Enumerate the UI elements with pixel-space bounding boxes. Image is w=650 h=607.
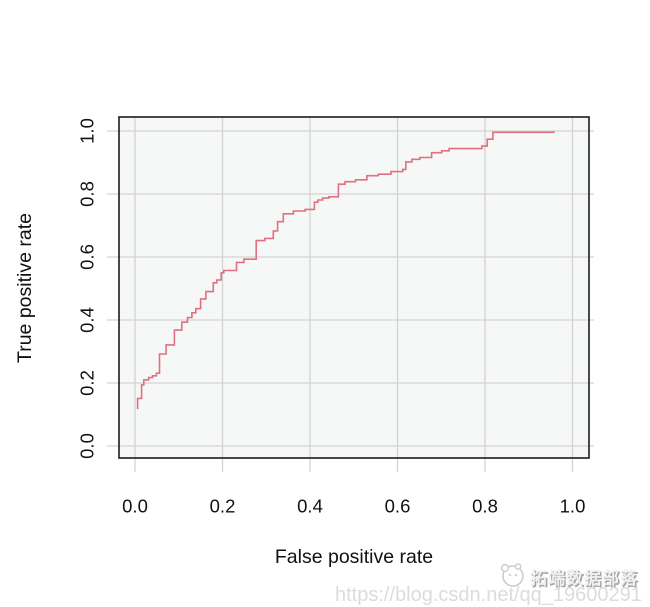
y-tick-label: 0.6 bbox=[77, 244, 98, 270]
y-tick-label: 0.2 bbox=[77, 370, 98, 396]
x-tick-label: 0.2 bbox=[210, 496, 236, 517]
roc-curve-group bbox=[136, 131, 555, 410]
x-tick-label: 1.0 bbox=[560, 496, 586, 517]
plot-area-background bbox=[119, 117, 589, 458]
y-tick-label: 0.4 bbox=[77, 307, 98, 333]
y-tick-label: 0.0 bbox=[77, 433, 98, 459]
y-axis-title: True positive rate bbox=[14, 213, 36, 363]
x-tick-label: 0.6 bbox=[385, 496, 411, 517]
watermark-logo-icon bbox=[500, 563, 524, 587]
x-axis-title: False positive rate bbox=[275, 546, 433, 568]
x-tick-label: 0.0 bbox=[122, 496, 148, 517]
gridlines bbox=[107, 117, 594, 472]
y-axis-tick-labels: 0.0 0.2 0.4 0.6 0.8 1.0 bbox=[77, 118, 98, 459]
roc-curve bbox=[136, 131, 555, 410]
plot-frame-border bbox=[118, 116, 590, 459]
watermark-url-text: https://blog.csdn.net/qq_19600291 bbox=[335, 584, 642, 606]
x-axis-tick-labels: 0.0 0.2 0.4 0.6 0.8 1.0 bbox=[122, 496, 585, 517]
x-tick-label: 0.4 bbox=[297, 496, 323, 517]
x-tick-label: 0.8 bbox=[472, 496, 498, 517]
watermark-brand-text: 拓端数据部落 bbox=[530, 569, 638, 588]
y-tick-label: 1.0 bbox=[77, 118, 98, 144]
y-tick-label: 0.8 bbox=[77, 181, 98, 207]
